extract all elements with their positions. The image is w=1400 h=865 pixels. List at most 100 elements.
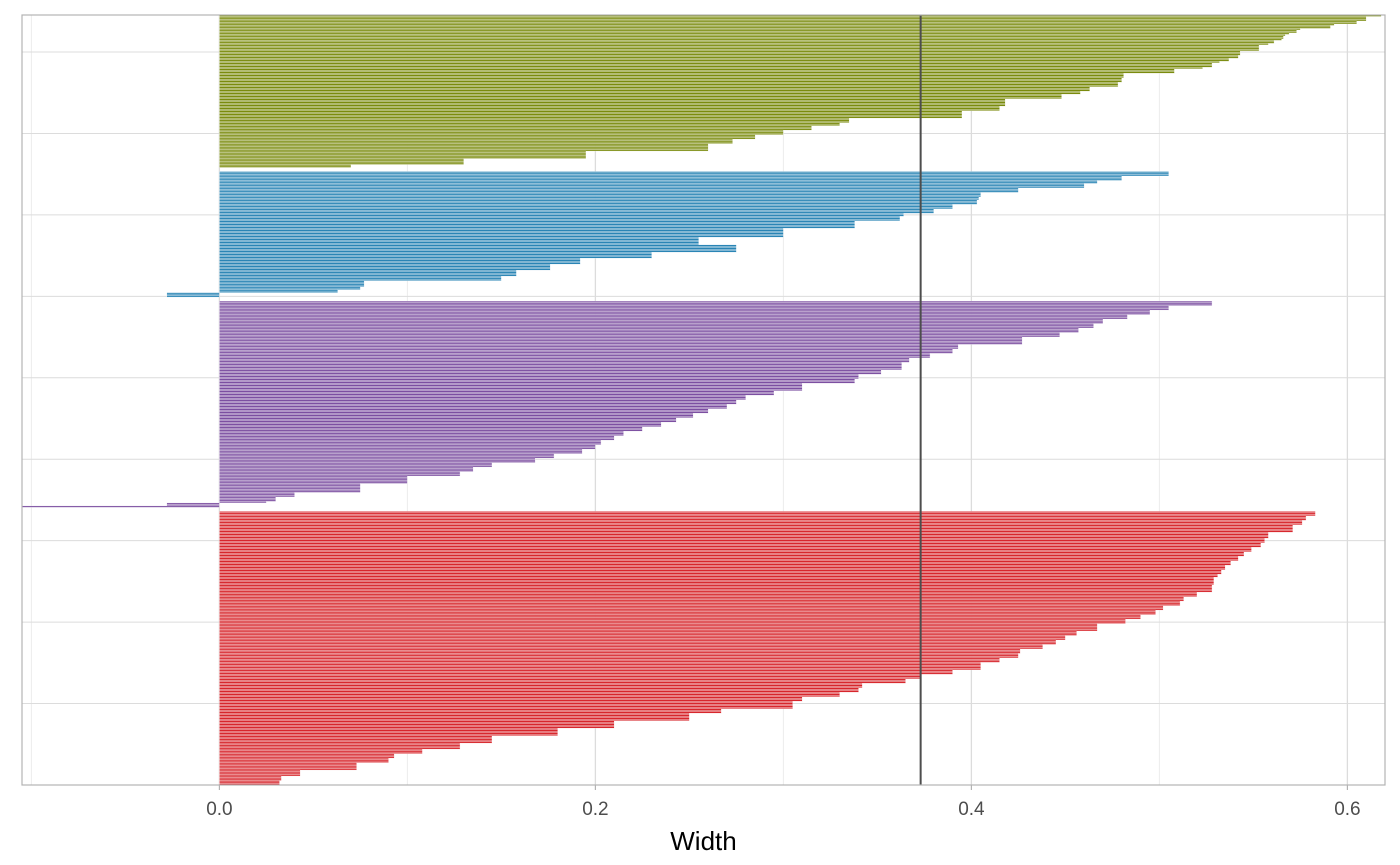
- bar-s3-141: [219, 722, 615, 724]
- bar-s2-77: [219, 416, 694, 418]
- bar-s0-9: [219, 28, 1301, 31]
- bar-s0-93: [219, 153, 587, 156]
- bar-s3-44: [219, 577, 1215, 579]
- bar-s0-100: [219, 164, 352, 167]
- bar-s3-124: [219, 696, 803, 699]
- bar-s3-18: [219, 538, 1265, 540]
- bar-s0-91: [219, 150, 587, 153]
- bar-s2-57: [219, 386, 803, 388]
- bar-s3-87: [219, 641, 1057, 644]
- bar-s3-142: [219, 723, 615, 726]
- bar-s3-57: [219, 596, 1185, 599]
- bar-s3-28: [219, 553, 1245, 555]
- bar-s3-90: [219, 645, 1044, 648]
- bar-s2-52: [219, 378, 856, 381]
- bar-s0-76: [219, 128, 812, 131]
- bar-s3-168: [219, 762, 357, 765]
- bar-s3-125: [219, 698, 803, 700]
- bar-s2-85: [219, 427, 643, 430]
- bar-s1-35: [219, 223, 856, 226]
- bar-s3-148: [219, 732, 558, 735]
- bar-s3-170: [219, 765, 357, 768]
- bar-s1-54: [219, 252, 652, 254]
- bar-s1-31: [219, 217, 901, 220]
- bar-s2-113: [219, 469, 474, 472]
- bar-s2-48: [219, 372, 882, 375]
- bar-s3-167: [219, 760, 389, 763]
- bar-s2-115: [219, 472, 461, 475]
- bar-s3-4: [219, 517, 1307, 520]
- bar-s2-21: [219, 332, 1060, 335]
- bar-s0-48: [219, 86, 1091, 89]
- bar-s0-61: [219, 106, 1000, 108]
- bar-s0-90: [219, 149, 709, 152]
- bar-s3-17: [219, 536, 1269, 539]
- bar-s3-136: [219, 714, 690, 717]
- bar-s2-1: [219, 302, 1213, 305]
- bar-s0-36: [219, 68, 1175, 71]
- bar-s0-12: [219, 32, 1290, 35]
- bar-s3-98: [219, 657, 1000, 660]
- bar-s2-65: [219, 398, 746, 400]
- bar-s0-60: [219, 104, 1006, 107]
- bar-s2-130: [219, 495, 295, 498]
- bar-s0-96: [219, 158, 464, 161]
- bar-s2-93: [219, 439, 602, 442]
- bar-s3-153: [219, 739, 493, 742]
- bar-s3-79: [219, 629, 1098, 632]
- bar-s0-5: [219, 22, 1357, 25]
- bar-s2-22: [219, 333, 1060, 336]
- bar-s3-107: [219, 671, 953, 674]
- bar-s3-24: [219, 547, 1252, 549]
- x-axis-ticks: 0.0 0.2 0.4 0.6: [206, 785, 1361, 820]
- bar-s1-59: [219, 259, 581, 262]
- bar-s0-59: [219, 103, 1006, 105]
- bar-s1-72: [219, 278, 502, 281]
- bar-s0-35: [219, 67, 1203, 69]
- bar-s1-6: [219, 180, 1098, 183]
- bar-s2-24: [219, 336, 1023, 339]
- bar-s2-98: [219, 447, 596, 450]
- bar-s2-134: [219, 501, 267, 504]
- bar-s3-22: [219, 544, 1262, 546]
- x-tick-label-2: 0.4: [958, 799, 985, 820]
- bar-s2-19: [219, 329, 1079, 332]
- bar-s2-31: [219, 347, 959, 350]
- bar-s3-78: [219, 627, 1098, 630]
- bar-s3-103: [219, 665, 981, 668]
- bar-s3-76: [219, 624, 1098, 627]
- bar-s3-157: [219, 745, 461, 748]
- bar-s1-39: [219, 229, 784, 232]
- bar-s0-3: [219, 19, 1367, 22]
- bar-s3-140: [219, 720, 615, 723]
- bar-s0-69: [219, 117, 850, 120]
- bar-s0-7: [219, 25, 1331, 28]
- bar-s1-13: [219, 190, 1019, 193]
- bar-s0-14: [219, 35, 1284, 38]
- bar-s0-13: [219, 34, 1286, 37]
- bar-s1-26: [219, 210, 934, 213]
- bar-s3-61: [219, 602, 1181, 605]
- bar-s2-124: [219, 486, 361, 489]
- bar-s2-4: [219, 306, 1169, 309]
- bar-s3-178: [219, 777, 282, 780]
- bar-s3-35: [219, 563, 1232, 566]
- bar-s2-126: [219, 489, 361, 492]
- bar-s0-55: [219, 97, 1062, 99]
- bar-s3-43: [219, 575, 1218, 578]
- bar-s2-44: [219, 366, 903, 369]
- bar-s3-55: [219, 593, 1198, 596]
- bar-s3-92: [219, 648, 1021, 651]
- bar-s1-76: [219, 284, 365, 287]
- bar-s0-6: [219, 23, 1335, 26]
- bar-s3-59: [219, 599, 1185, 602]
- bar-s1-25: [219, 208, 934, 211]
- bar-s3-101: [219, 662, 981, 665]
- bar-s2-67: [219, 401, 737, 403]
- bar-s2-129: [219, 493, 295, 496]
- bar-s0-50: [219, 89, 1091, 92]
- bar-s3-146: [219, 729, 558, 732]
- bar-s2-36: [219, 354, 931, 357]
- bar-s2-12: [219, 318, 1104, 321]
- bar-s1-0: [219, 171, 1169, 174]
